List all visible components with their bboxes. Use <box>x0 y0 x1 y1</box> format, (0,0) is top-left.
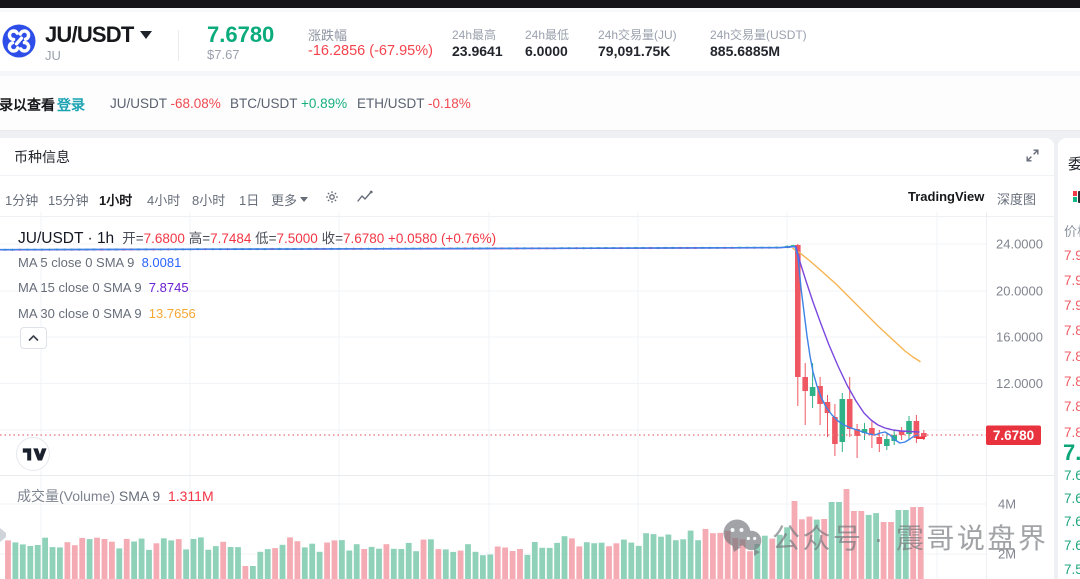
svg-text:7.6780: 7.6780 <box>993 428 1034 443</box>
svg-text:4M: 4M <box>998 497 1016 512</box>
svg-text:2M: 2M <box>998 547 1016 562</box>
svg-text:16.0000: 16.0000 <box>996 330 1043 345</box>
svg-text:20.0000: 20.0000 <box>996 284 1043 299</box>
svg-text:12.0000: 12.0000 <box>996 376 1043 391</box>
svg-text:24.0000: 24.0000 <box>996 237 1043 252</box>
